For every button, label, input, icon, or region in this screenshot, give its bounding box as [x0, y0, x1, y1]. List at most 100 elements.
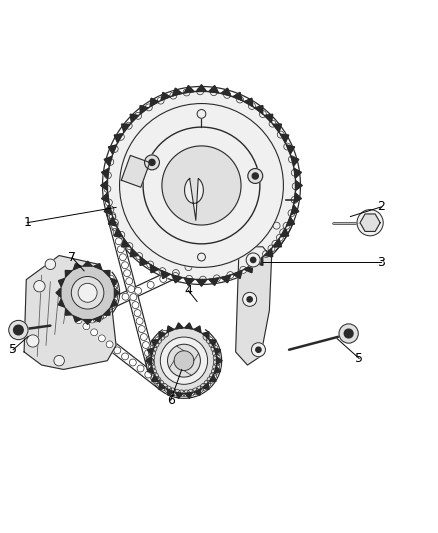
Circle shape	[291, 169, 298, 176]
Circle shape	[145, 155, 159, 170]
Circle shape	[252, 260, 259, 266]
Polygon shape	[150, 264, 159, 273]
Circle shape	[111, 146, 118, 152]
Circle shape	[113, 230, 120, 237]
Circle shape	[142, 342, 149, 349]
Polygon shape	[194, 389, 201, 395]
Polygon shape	[111, 299, 117, 307]
Circle shape	[104, 185, 111, 192]
Polygon shape	[280, 228, 289, 237]
Circle shape	[209, 373, 216, 379]
Polygon shape	[109, 217, 117, 226]
Circle shape	[89, 316, 96, 323]
Polygon shape	[114, 288, 119, 297]
Polygon shape	[273, 239, 281, 247]
Circle shape	[54, 356, 64, 366]
Polygon shape	[167, 389, 174, 395]
Circle shape	[152, 373, 159, 379]
Circle shape	[204, 380, 211, 387]
Circle shape	[261, 228, 268, 235]
Circle shape	[269, 120, 276, 127]
Circle shape	[148, 350, 155, 357]
Circle shape	[104, 172, 111, 179]
Circle shape	[134, 112, 141, 119]
Polygon shape	[209, 375, 216, 382]
Circle shape	[167, 344, 200, 377]
Circle shape	[134, 310, 141, 317]
Circle shape	[93, 315, 100, 322]
Circle shape	[192, 388, 199, 395]
Polygon shape	[255, 106, 263, 114]
Circle shape	[9, 320, 28, 340]
Polygon shape	[104, 156, 112, 166]
Polygon shape	[286, 217, 294, 226]
Text: 1: 1	[23, 216, 31, 229]
Polygon shape	[159, 332, 166, 338]
Circle shape	[159, 268, 166, 274]
Polygon shape	[184, 86, 194, 93]
Polygon shape	[202, 383, 209, 390]
Circle shape	[280, 229, 286, 236]
Circle shape	[109, 279, 116, 286]
Polygon shape	[167, 326, 174, 333]
Polygon shape	[233, 92, 242, 101]
Circle shape	[237, 96, 244, 103]
Polygon shape	[152, 340, 159, 346]
Circle shape	[137, 365, 144, 372]
Circle shape	[248, 234, 255, 241]
Polygon shape	[244, 264, 253, 273]
Circle shape	[288, 209, 295, 216]
Text: 4: 4	[184, 284, 192, 297]
Circle shape	[96, 313, 103, 320]
Polygon shape	[102, 168, 109, 178]
Circle shape	[162, 330, 169, 337]
Circle shape	[174, 351, 194, 370]
Polygon shape	[58, 299, 64, 307]
Polygon shape	[159, 383, 166, 390]
Circle shape	[106, 341, 113, 348]
Polygon shape	[148, 348, 154, 355]
Circle shape	[291, 196, 298, 204]
Polygon shape	[103, 309, 110, 315]
Polygon shape	[280, 134, 289, 143]
Circle shape	[272, 240, 279, 247]
Circle shape	[276, 234, 283, 241]
Circle shape	[75, 317, 82, 324]
Circle shape	[209, 341, 216, 348]
Polygon shape	[109, 145, 117, 154]
Circle shape	[107, 91, 296, 280]
Circle shape	[262, 251, 269, 257]
Circle shape	[140, 334, 147, 341]
Polygon shape	[291, 156, 299, 166]
Polygon shape	[202, 332, 209, 338]
Circle shape	[100, 311, 107, 318]
Circle shape	[170, 92, 177, 99]
Polygon shape	[74, 264, 81, 270]
Polygon shape	[184, 278, 194, 285]
Polygon shape	[173, 275, 182, 283]
Polygon shape	[194, 326, 201, 333]
Polygon shape	[176, 323, 183, 329]
Polygon shape	[94, 264, 102, 270]
Circle shape	[126, 243, 133, 249]
Circle shape	[147, 281, 154, 288]
Circle shape	[138, 326, 145, 333]
Polygon shape	[214, 348, 220, 355]
Polygon shape	[176, 392, 183, 398]
Polygon shape	[217, 357, 222, 365]
Polygon shape	[83, 320, 92, 324]
Circle shape	[83, 323, 90, 330]
Polygon shape	[209, 340, 216, 346]
Circle shape	[268, 245, 275, 252]
Circle shape	[289, 156, 295, 163]
Polygon shape	[146, 357, 151, 365]
Circle shape	[158, 333, 165, 340]
Polygon shape	[161, 92, 170, 101]
Polygon shape	[140, 106, 148, 114]
Circle shape	[224, 91, 230, 98]
Circle shape	[213, 354, 220, 361]
Circle shape	[344, 329, 353, 338]
Circle shape	[212, 350, 219, 357]
Circle shape	[292, 183, 299, 190]
Polygon shape	[24, 255, 116, 369]
